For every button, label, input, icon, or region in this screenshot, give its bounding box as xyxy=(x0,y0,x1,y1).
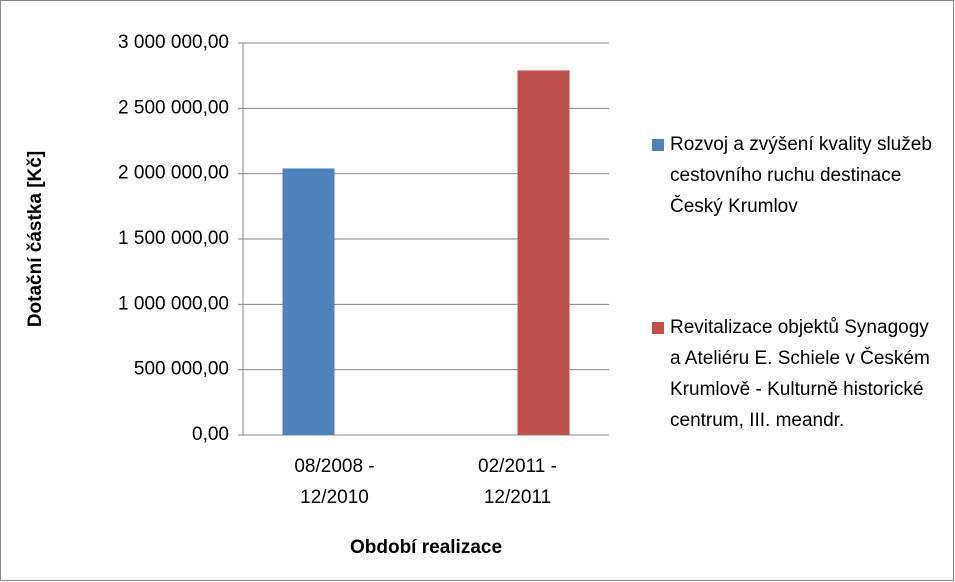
text-line: 08/2008 - xyxy=(294,456,374,477)
legend-swatch xyxy=(652,139,664,151)
y-tick-label: 0,00 xyxy=(192,424,229,445)
text-line: 02/2011 - xyxy=(478,456,557,477)
x-tick-label: 02/2011 - 12/2011 xyxy=(478,456,557,508)
bar xyxy=(517,70,570,435)
y-tick-label: 1 500 000,00 xyxy=(118,228,229,249)
y-tick-label: 2 500 000,00 xyxy=(118,97,229,118)
legend-label: Revitalizace objektů Synagogy a Ateliéru … xyxy=(670,317,930,431)
y-tick-label: 500 000,00 xyxy=(134,359,229,380)
legend-label: Rozvoj a zvýšení kvality služeb cestovníh… xyxy=(670,134,932,217)
x-tick-label: 08/2008 - 12/2010 xyxy=(294,456,374,508)
text-line: Rozvoj a zvýšení kvality služeb xyxy=(670,134,932,155)
text-line: Český Krumlov xyxy=(670,195,798,217)
y-tick-label: 3 000 000,00 xyxy=(118,32,229,53)
y-axis-title: Dotační částka [Kč] xyxy=(25,151,46,327)
text-line: 12/2010 xyxy=(300,487,369,508)
text-line: centrum, III. meandr. xyxy=(670,410,844,431)
y-tick-label: 2 000 000,00 xyxy=(118,163,229,184)
bar xyxy=(282,168,335,435)
legend-swatch xyxy=(652,322,664,334)
x-axis-title: Období realizace xyxy=(350,537,502,558)
text-line: 12/2011 xyxy=(484,487,551,508)
text-line: Krumlově - Kulturně historické xyxy=(670,379,923,400)
text-line: Revitalizace objektů Synagogy xyxy=(670,317,929,338)
y-tick-label: 1 000 000,00 xyxy=(118,293,229,314)
text-line: a Ateliéru E. Schiele v Českém xyxy=(670,347,930,369)
text-line: cestovního ruchu destinace xyxy=(670,165,901,186)
